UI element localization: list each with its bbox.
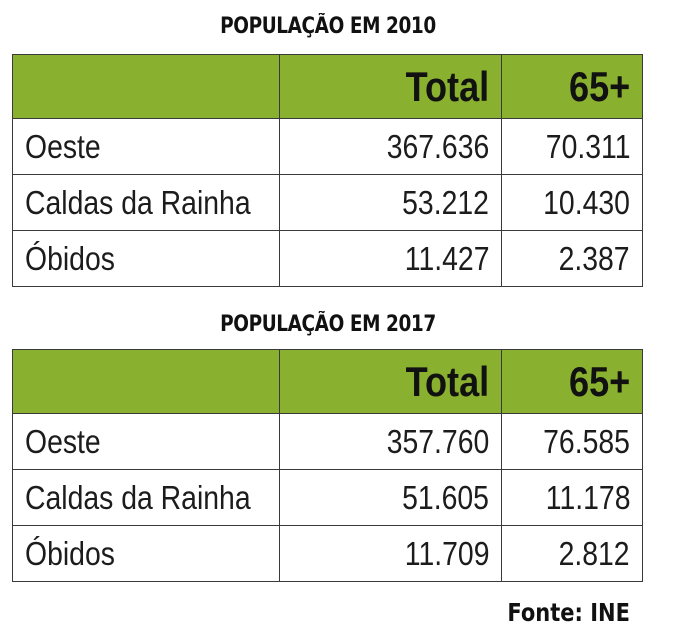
- age65-cell: 70.311: [501, 118, 643, 175]
- age65-cell: 10.430: [501, 174, 643, 231]
- table-row: Caldas da Rainha 51.605 11.178: [12, 469, 643, 526]
- total-cell: 53.212: [279, 174, 502, 231]
- total-cell: 357.760: [279, 413, 502, 470]
- age65-cell: 11.178: [501, 469, 643, 526]
- total-cell: 367.636: [279, 118, 502, 175]
- header-cell-65plus: 65+: [501, 349, 643, 414]
- header-cell-total: Total: [279, 54, 502, 119]
- table-row: Óbidos 11.427 2.387: [12, 230, 643, 287]
- total-value: 357.760: [386, 422, 489, 460]
- age65-value: 11.178: [545, 478, 630, 516]
- header-cell-name: [12, 349, 280, 414]
- header-total-label: Total: [405, 357, 489, 405]
- age65-value: 76.585: [543, 422, 630, 460]
- region-name: Caldas da Rainha: [25, 183, 251, 221]
- total-value: 11.427: [404, 239, 489, 277]
- header-65plus-label: 65+: [568, 357, 630, 405]
- total-cell: 11.709: [279, 525, 502, 582]
- region-cell: Óbidos: [12, 525, 280, 582]
- age65-value: 2.812: [558, 534, 630, 572]
- header-cell-name: [12, 54, 280, 119]
- table-title-2010: POPULAÇÃO EM 2010: [220, 14, 436, 39]
- header-cell-total: Total: [279, 349, 502, 414]
- region-cell: Oeste: [12, 413, 280, 470]
- age65-cell: 2.387: [501, 230, 643, 287]
- total-value: 11.709: [404, 534, 489, 572]
- total-cell: 11.427: [279, 230, 502, 287]
- age65-cell: 2.812: [501, 525, 643, 582]
- table-row: Caldas da Rainha 53.212 10.430: [12, 174, 643, 231]
- header-cell-65plus: 65+: [501, 54, 643, 119]
- region-name: Caldas da Rainha: [25, 478, 251, 516]
- total-value: 53.212: [402, 183, 489, 221]
- header-row: Total 65+: [12, 349, 643, 414]
- total-cell: 51.605: [279, 469, 502, 526]
- header-row: Total 65+: [12, 54, 643, 119]
- age65-value: 10.430: [543, 183, 630, 221]
- region-cell: Caldas da Rainha: [12, 469, 280, 526]
- region-name: Óbidos: [25, 239, 115, 277]
- header-65plus-label: 65+: [568, 62, 630, 110]
- header-total-label: Total: [405, 62, 489, 110]
- table-row: Oeste 367.636 70.311: [12, 118, 643, 175]
- age65-value: 70.311: [545, 127, 630, 165]
- region-name: Oeste: [25, 127, 101, 165]
- region-name: Oeste: [25, 422, 101, 460]
- age65-cell: 76.585: [501, 413, 643, 470]
- region-cell: Oeste: [12, 118, 280, 175]
- table-row: Óbidos 11.709 2.812: [12, 525, 643, 582]
- region-cell: Óbidos: [12, 230, 280, 287]
- population-table-2010: Total 65+ Oeste 367.636 70.311 Caldas da…: [12, 54, 643, 287]
- source-note: Fonte: INE: [507, 598, 630, 627]
- table-title-2017: POPULAÇÃO EM 2017: [220, 312, 436, 337]
- total-value: 51.605: [402, 478, 489, 516]
- table-row: Oeste 357.760 76.585: [12, 413, 643, 470]
- age65-value: 2.387: [558, 239, 630, 277]
- region-cell: Caldas da Rainha: [12, 174, 280, 231]
- region-name: Óbidos: [25, 534, 115, 572]
- total-value: 367.636: [386, 127, 489, 165]
- population-table-2017: Total 65+ Oeste 357.760 76.585 Caldas da…: [12, 349, 643, 582]
